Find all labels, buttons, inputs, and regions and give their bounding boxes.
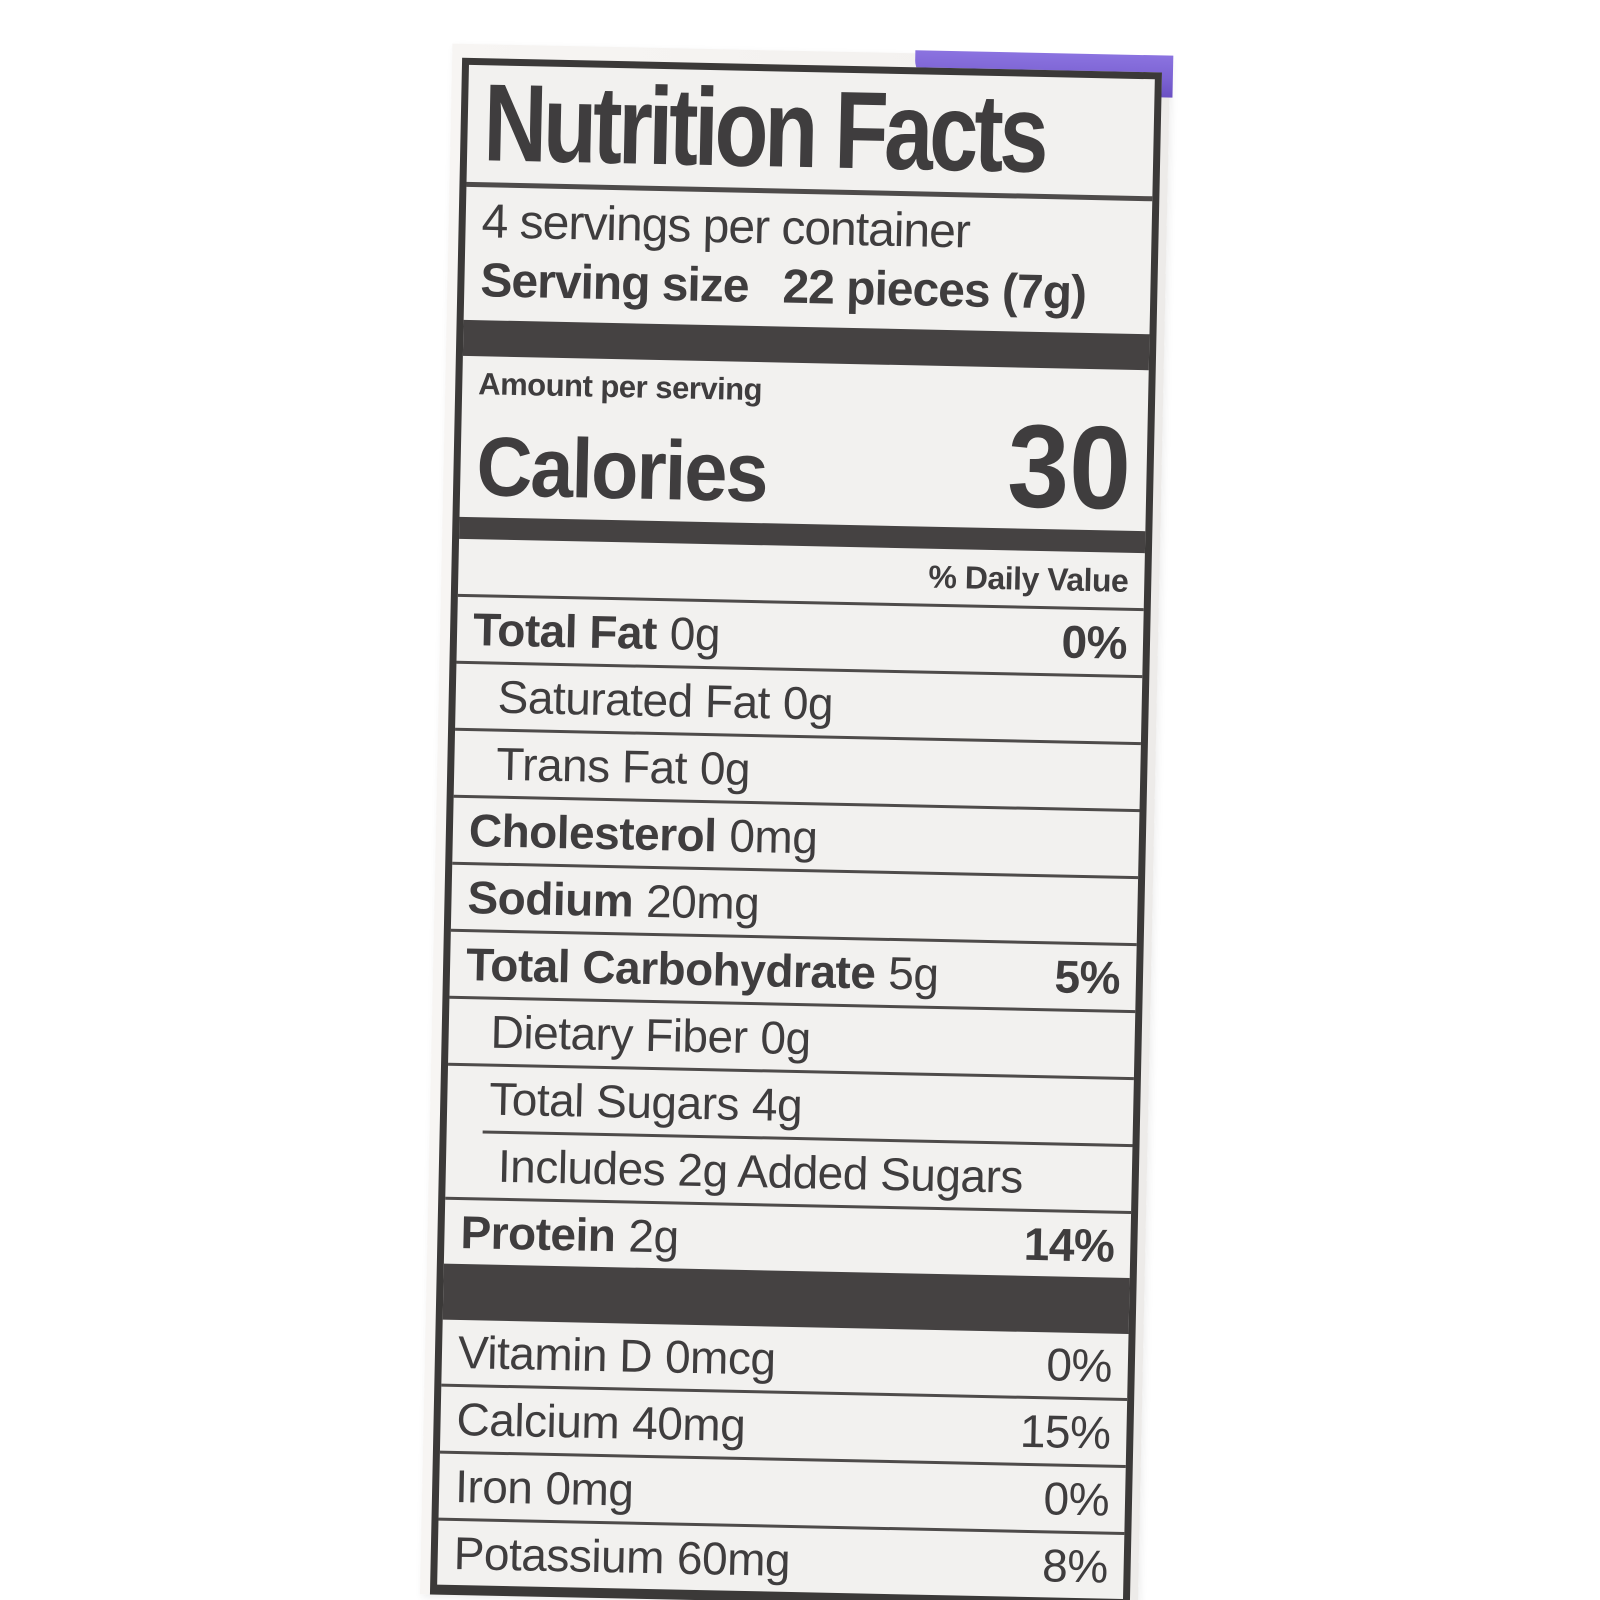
- row-potassium: Potassium 60mg 8%: [437, 1521, 1124, 1599]
- nutrient-rows: Total Fat 0g 0% Saturated Fat 0g Trans Fat…: [443, 596, 1144, 1279]
- nutrient-percent: 0%: [1045, 1338, 1113, 1392]
- nutrient-percent: 5%: [1053, 950, 1121, 1004]
- nutrient-amount: 0mg: [728, 809, 818, 864]
- nutrient-amount: 40mg: [631, 1396, 746, 1452]
- package-surface: Nutrition Facts 4 servings per container…: [419, 43, 1174, 1600]
- nutrient-percent: 8%: [1041, 1539, 1109, 1593]
- nutrient-amount: 0g: [699, 742, 751, 796]
- nutrient-name: Dietary Fiber: [490, 1005, 749, 1064]
- calories-value: 30: [1005, 400, 1133, 535]
- nutrient-name: Potassium: [453, 1527, 665, 1584]
- nutrient-name: Total Carbohydrate: [465, 938, 876, 999]
- nutrient-percent: 15%: [1019, 1404, 1112, 1459]
- nutrient-amount: 0mcg: [664, 1330, 777, 1385]
- nutrient-amount: 0mg: [544, 1461, 634, 1516]
- label-title-block: Nutrition Facts: [467, 61, 1155, 196]
- nutrient-name: Cholesterol: [468, 804, 717, 862]
- nutrient-name: Trans Fat: [495, 737, 688, 794]
- nutrient-name: Total Fat: [472, 603, 658, 660]
- nutrient-name: Vitamin D: [457, 1326, 653, 1383]
- nutrient-amount: 4g: [751, 1078, 803, 1132]
- nutrient-amount: 5g: [887, 947, 940, 1001]
- nutrient-name: Includes 2g Added Sugars: [497, 1139, 1024, 1203]
- nutrient-amount: 60mg: [676, 1531, 791, 1587]
- nutrient-name: Protein: [459, 1206, 617, 1262]
- calories-row: Calories 30: [460, 399, 1148, 535]
- nutrient-percent: 0%: [1043, 1472, 1110, 1526]
- micronutrient-rows: Vitamin D 0mcg 0% Calcium 40mg 15% Iron 0mg…: [437, 1319, 1129, 1599]
- nutrient-amount: 0g: [782, 676, 834, 730]
- calories-label: Calories: [475, 419, 768, 520]
- nutrient-percent: 0%: [1061, 615, 1128, 669]
- serving-size-label: Serving size: [479, 254, 750, 314]
- nutrient-name: Sodium: [467, 871, 634, 927]
- label-title: Nutrition Facts: [482, 61, 1046, 196]
- nutrient-amount: 2g: [627, 1209, 680, 1263]
- nutrient-percent: 14%: [1023, 1217, 1115, 1272]
- nutrient-name: Saturated Fat: [497, 670, 771, 729]
- nutrient-name: Total Sugars: [488, 1072, 740, 1130]
- nutrient-amount: 20mg: [645, 874, 760, 930]
- nutrient-name: Calcium: [456, 1393, 620, 1449]
- nutrient-amount: 0g: [669, 607, 721, 661]
- nutrient-amount: 0g: [759, 1011, 812, 1065]
- serving-size-value: 22 pieces (7g): [781, 260, 1087, 321]
- nutrient-name: Iron: [454, 1460, 534, 1514]
- nutrition-facts-label: Nutrition Facts 4 servings per container…: [429, 57, 1162, 1600]
